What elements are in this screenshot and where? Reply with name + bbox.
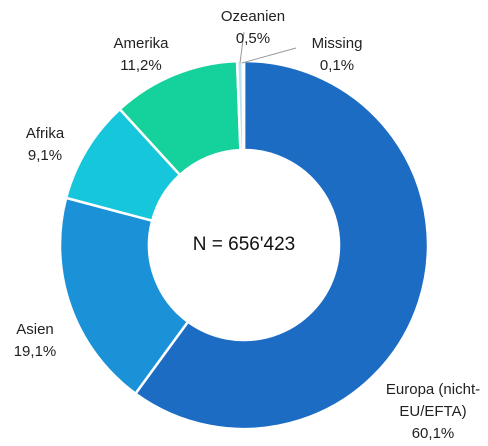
slice-label: Amerika 11,2% [96, 33, 186, 77]
value-label: 0,5% [235, 30, 271, 47]
category-label: Missing [311, 35, 363, 52]
slice-label: Afrika 9,1% [5, 123, 85, 167]
slice-label: Missing 0,1% [292, 33, 382, 77]
value-label: 19,1% [13, 343, 57, 360]
category-label: Ozeanien [220, 8, 286, 25]
value-label: 60,1% [411, 425, 455, 442]
slice [241, 59, 246, 152]
slice [58, 196, 190, 396]
slice-label: Asien 19,1% [0, 319, 75, 363]
category-label: Europa (nicht-EU/EFTA) [385, 381, 481, 420]
category-label: Asien [16, 321, 54, 338]
slice [133, 59, 430, 431]
leader-line [239, 31, 245, 64]
slice-label: Ozeanien 0,5% [208, 6, 298, 50]
value-label: 9,1% [27, 147, 63, 164]
value-label: 0,1% [319, 57, 355, 74]
category-label: Amerika [113, 35, 169, 52]
value-label: 11,2% [120, 57, 162, 74]
center-label: N = 656'423 [192, 234, 296, 255]
category-label: Afrika [25, 125, 65, 142]
leader-line [241, 47, 297, 64]
slice-label: Europa (nicht-EU/EFTA) 60,1% [378, 379, 488, 445]
